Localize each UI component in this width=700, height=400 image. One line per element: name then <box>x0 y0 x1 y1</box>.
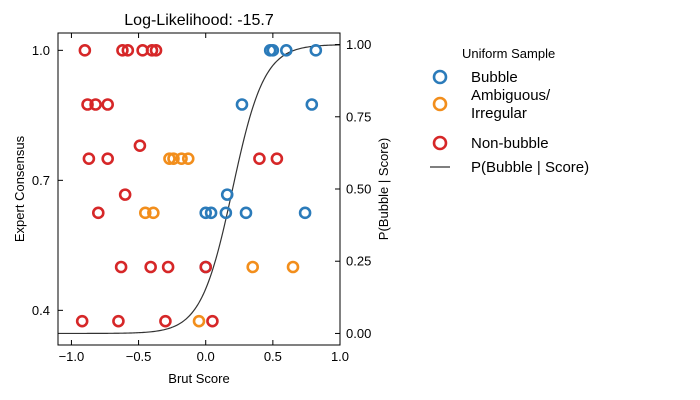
point-nonbubble <box>78 44 92 57</box>
point-nonbubble <box>101 152 114 165</box>
point-bubble <box>219 206 233 220</box>
point-nonbubble <box>91 206 105 220</box>
point-bubble <box>199 206 213 220</box>
plot-area: −1.0 −0.5 0.0 0.5 1.0 0.4 0.7 1.0 0.00 0.25 0.50 0.… <box>12 12 391 386</box>
point-nonbubble <box>144 260 157 274</box>
legend-label-curve: P(Bubble | Score) <box>471 159 589 176</box>
point-nonbubble <box>199 260 213 274</box>
point-bubble <box>305 98 319 111</box>
probability-curve <box>58 44 341 335</box>
point-nonbubble <box>145 44 159 57</box>
legend-marker-ambiguous <box>432 96 448 112</box>
legend-label-ambiguous: Ambiguous/ <box>471 87 551 104</box>
point-nonbubble <box>101 98 114 111</box>
axes-frame <box>57 32 341 346</box>
point-nonbubble <box>75 314 89 328</box>
point-bubble <box>279 44 293 57</box>
point-ambiguous <box>138 206 152 220</box>
x-tick-label: −1.0 <box>59 349 85 364</box>
point-bubble <box>239 206 253 220</box>
point-bubble <box>235 98 249 111</box>
point-bubble <box>309 44 323 57</box>
point-bubble <box>298 206 312 220</box>
point-nonbubble <box>133 139 147 152</box>
point-nonbubble <box>253 152 266 165</box>
point-ambiguous <box>163 152 176 165</box>
point-nonbubble <box>149 44 163 57</box>
point-nonbubble <box>159 314 172 328</box>
point-bubble <box>220 188 234 201</box>
point-ambiguous <box>181 152 195 165</box>
y-tick-label: 0.7 <box>32 173 50 188</box>
y2-tick-label: 0.00 <box>346 326 371 341</box>
point-ambiguous <box>192 314 206 328</box>
point-ambiguous <box>167 152 180 165</box>
point-nonbubble <box>81 98 94 111</box>
legend-label-nonbubble: Non-bubble <box>471 135 549 152</box>
point-nonbubble <box>118 188 132 201</box>
legend-marker-bubble <box>432 69 448 85</box>
point-nonbubble <box>89 98 102 111</box>
x-tick-label: −0.5 <box>126 349 152 364</box>
point-bubble <box>204 206 218 220</box>
point-nonbubble <box>82 152 96 165</box>
y-tick-label: 0.4 <box>32 303 50 318</box>
point-nonbubble <box>161 260 175 274</box>
y2-tick-label: 0.50 <box>346 182 371 197</box>
y2-tick-label: 0.25 <box>346 254 371 269</box>
point-ambiguous <box>246 260 260 274</box>
y-tick-label: 1.0 <box>32 43 50 58</box>
legend-title: Uniform Sample <box>462 46 555 61</box>
x-tick-label: 0.5 <box>264 349 282 364</box>
y-axis-label: Expert Consensus <box>12 135 27 242</box>
point-ambiguous <box>286 260 300 274</box>
y2-tick-label: 1.00 <box>346 37 371 52</box>
legend-label-bubble: Bubble <box>471 69 518 86</box>
point-nonbubble <box>116 44 129 57</box>
chart-title: Log-Likelihood: -15.7 <box>124 12 274 29</box>
x-tick-label: 0.0 <box>197 349 215 364</box>
point-nonbubble <box>112 314 125 328</box>
legend-marker-nonbubble <box>432 135 448 151</box>
point-bubble <box>266 44 280 57</box>
legend-label-ambiguous: Irregular <box>471 105 527 122</box>
point-nonbubble <box>121 44 135 57</box>
series-bubble <box>199 44 323 274</box>
point-nonbubble <box>114 260 128 274</box>
x-axis-label: Brut Score <box>168 371 229 386</box>
y2-tick-label: 0.75 <box>346 109 371 124</box>
series-nonbubble <box>75 44 284 328</box>
y2-axis-label: P(Bubble | Score) <box>376 138 391 240</box>
x-tick-label: 1.0 <box>331 349 349 364</box>
point-ambiguous <box>175 152 188 165</box>
point-nonbubble <box>206 314 219 328</box>
point-nonbubble <box>270 152 284 165</box>
series-ambiguous <box>138 152 300 328</box>
point-ambiguous <box>147 206 160 220</box>
